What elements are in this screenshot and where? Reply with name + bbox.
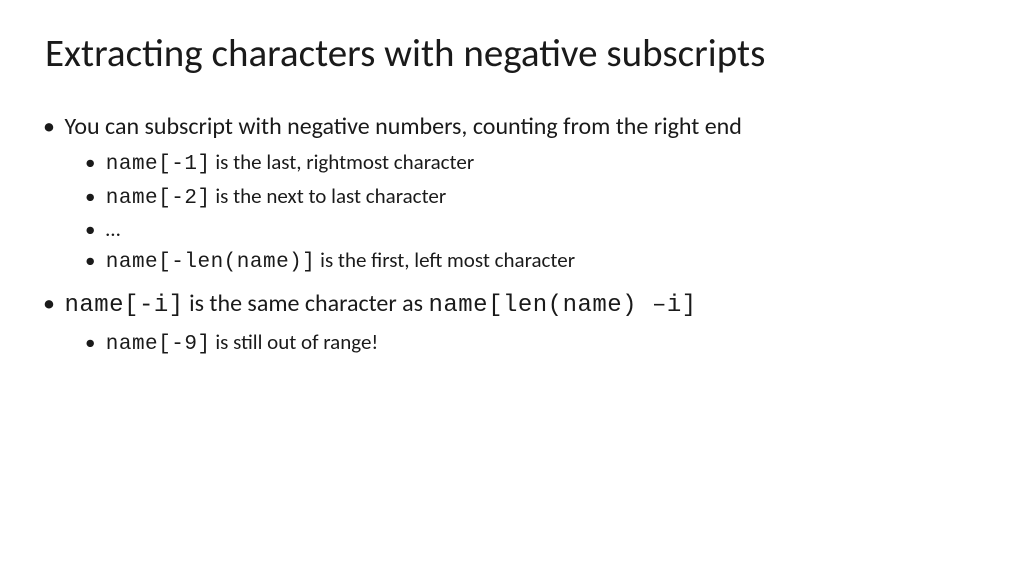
text-span: is still out of range! xyxy=(215,329,378,355)
code-span: name[-1] xyxy=(106,153,211,176)
bullet-2-sub-1: name[-9] is still out of range! xyxy=(85,327,979,360)
text-span: is the next to last character xyxy=(211,183,447,209)
bullet-1: You can subscript with negative numbers,… xyxy=(45,111,979,143)
bullet-2-sublist: name[-9] is still out of range! xyxy=(85,327,979,360)
bullet-1-sub-4: name[-len(name)] is the first, left most… xyxy=(85,245,979,278)
bullet-1-sub-1: name[-1] is the last, rightmost characte… xyxy=(85,147,979,180)
code-span: name[-2] xyxy=(106,187,211,210)
text-span: is the last, rightmost character xyxy=(211,149,475,175)
bullet-list: You can subscript with negative numbers,… xyxy=(45,111,979,360)
code-span: name[-i] xyxy=(64,292,183,319)
slide-title: Extracting characters with negative subs… xyxy=(45,30,979,77)
ellipsis: … xyxy=(106,216,121,242)
code-span: name[-9] xyxy=(106,333,211,356)
bullet-1-text: You can subscript with negative numbers,… xyxy=(64,112,741,141)
bullet-1-sublist: name[-1] is the last, rightmost characte… xyxy=(85,147,979,278)
slide: Extracting characters with negative subs… xyxy=(0,0,1024,576)
text-span: is the same character as xyxy=(189,289,428,318)
code-span: name[-len(name)] xyxy=(106,251,316,274)
bullet-2: name[-i] is the same character as name[l… xyxy=(45,288,979,322)
text-span: is the first, left most character xyxy=(320,247,575,273)
bullet-1-sub-2: name[-2] is the next to last character xyxy=(85,181,979,214)
code-span: name[len(name) –i] xyxy=(428,292,696,319)
bullet-1-sub-3: … xyxy=(85,214,979,244)
